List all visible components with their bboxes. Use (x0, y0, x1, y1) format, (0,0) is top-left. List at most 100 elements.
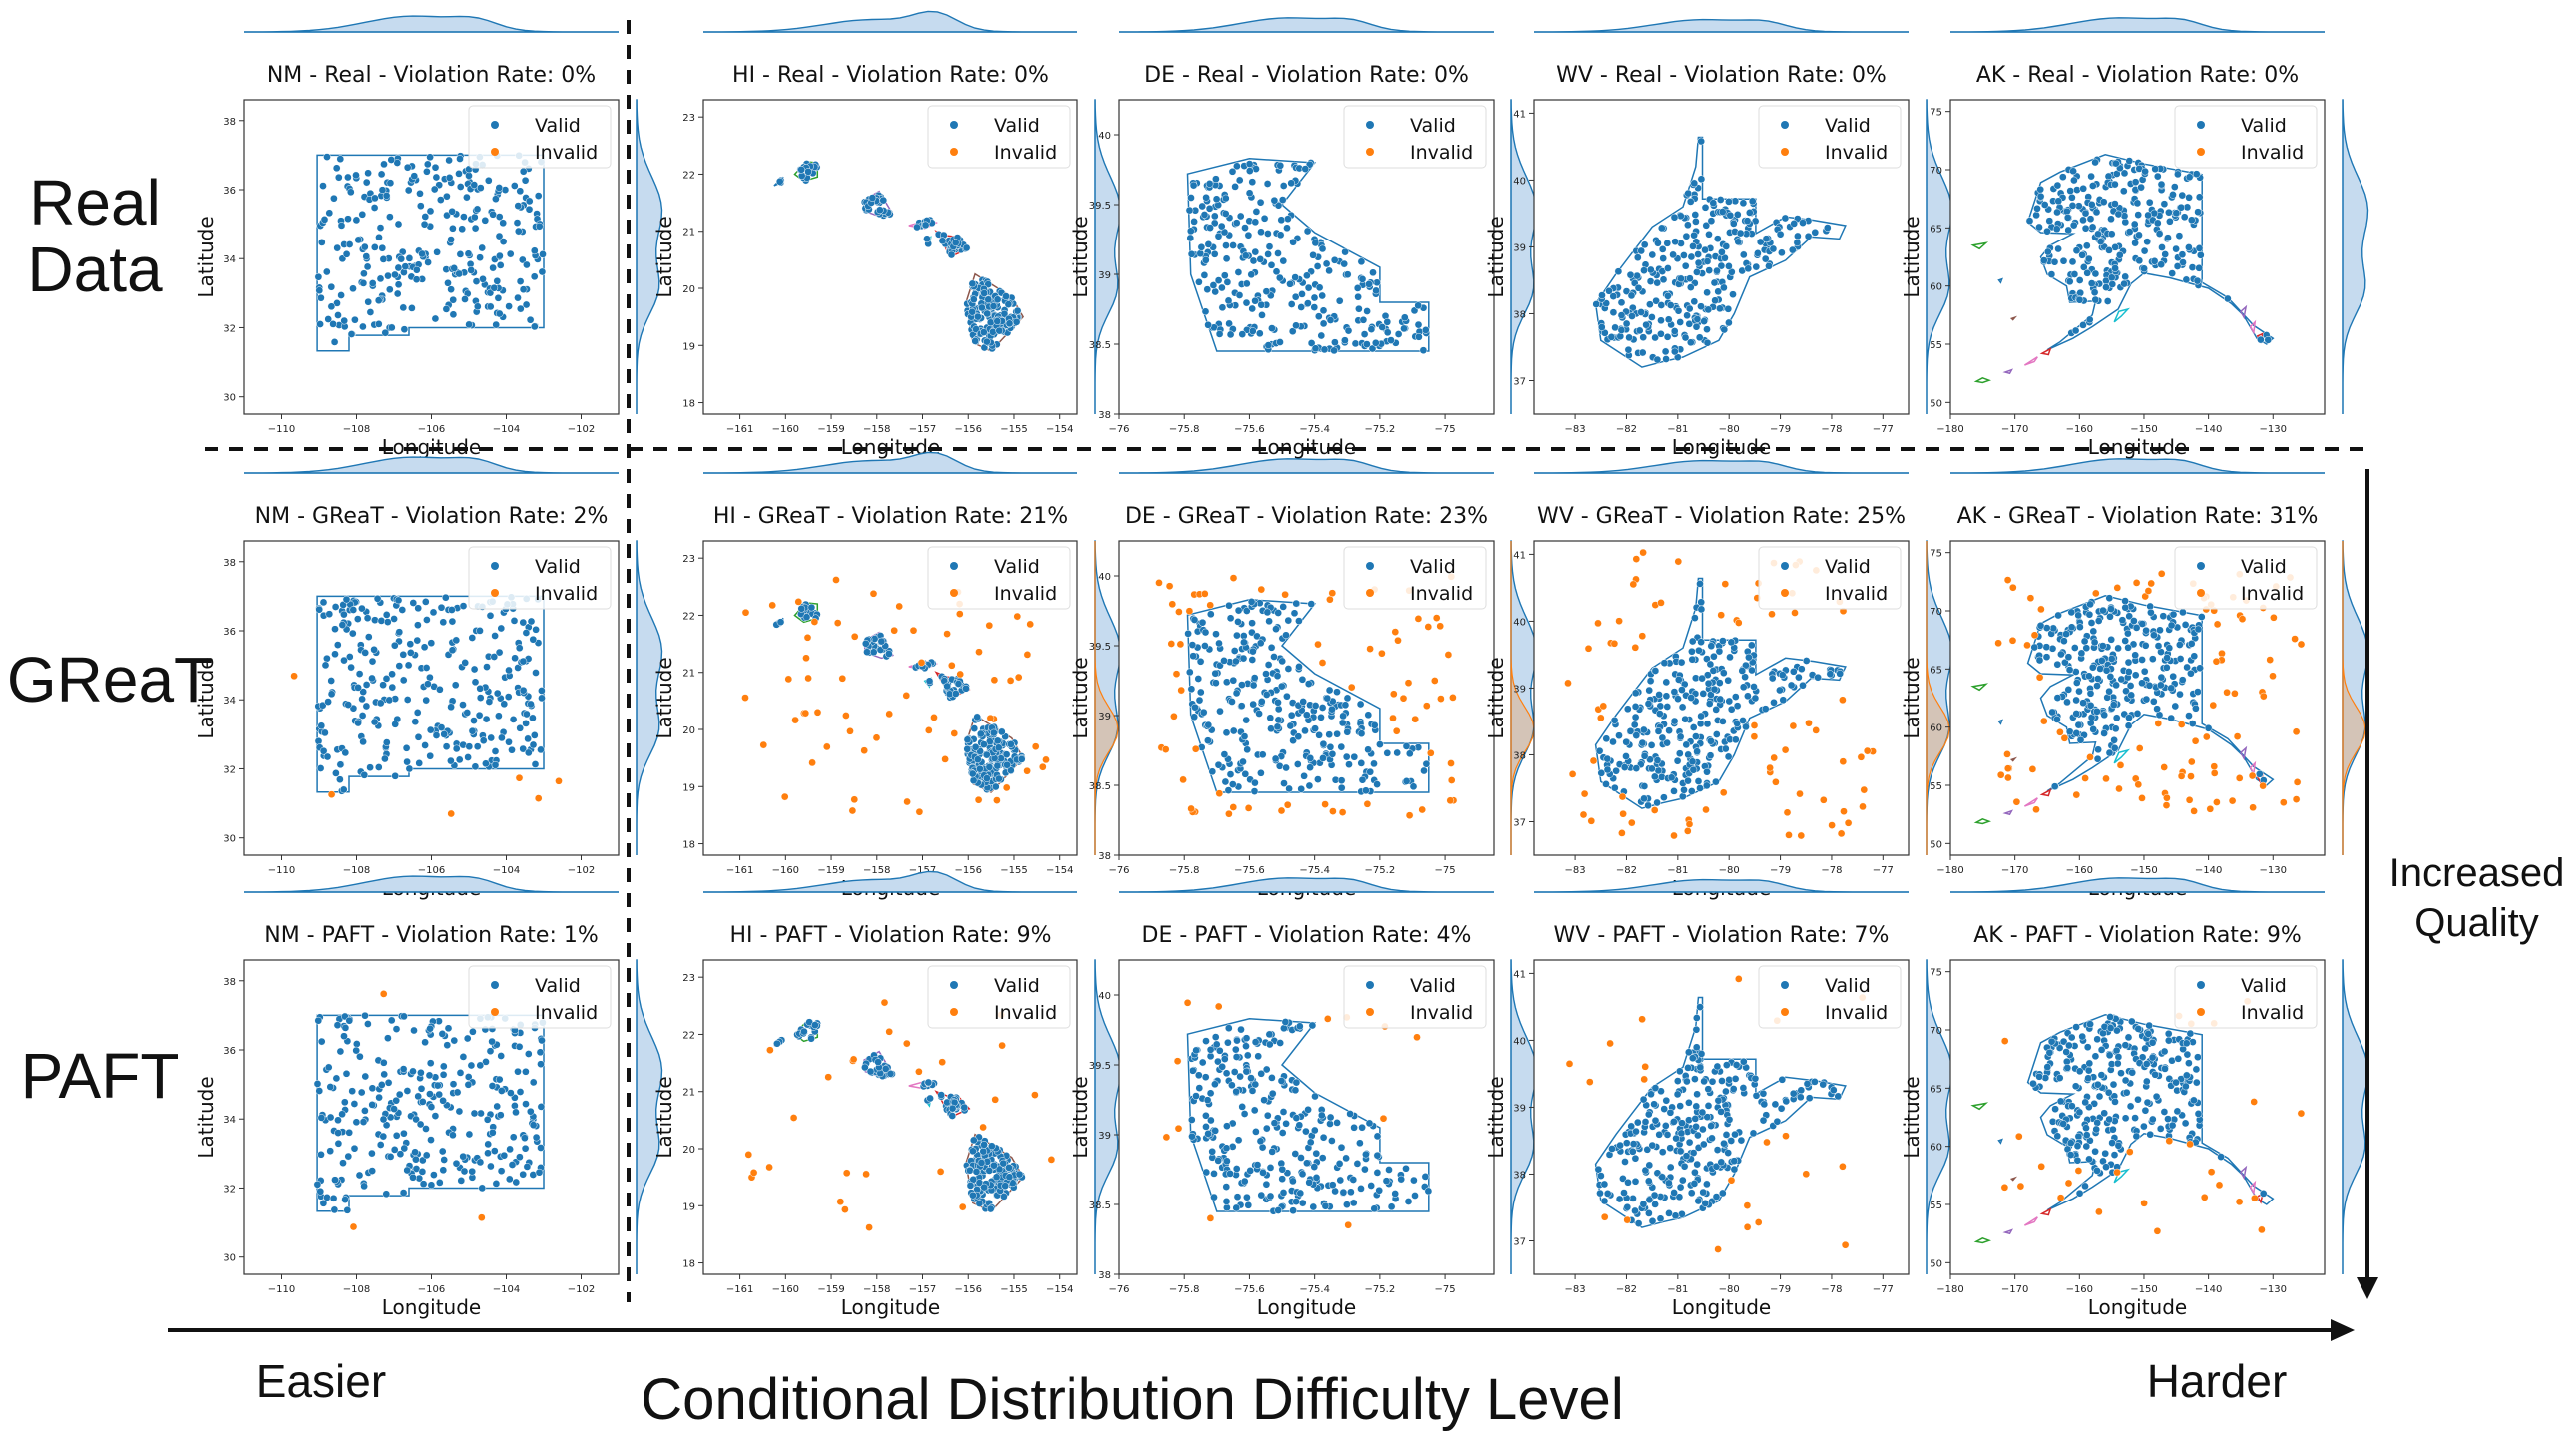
valid-point (925, 677, 934, 686)
valid-point (1402, 1164, 1410, 1173)
valid-point (1661, 1122, 1670, 1130)
invalid-point (1225, 809, 1233, 818)
valid-point (1655, 710, 1664, 718)
valid-point (1212, 630, 1220, 639)
invalid-point (1564, 679, 1572, 688)
valid-point (874, 1058, 882, 1066)
invalid-point (1596, 714, 1605, 722)
invalid-point (2037, 605, 2045, 614)
valid-point (452, 744, 461, 753)
valid-point (1662, 678, 1671, 687)
valid-point (1310, 1126, 1319, 1135)
valid-point (1708, 1134, 1716, 1143)
valid-point (430, 185, 439, 194)
valid-point (1705, 230, 1713, 239)
x-tick-label: −150 (2130, 865, 2157, 876)
valid-point (1335, 1160, 1344, 1168)
y-tick-label: 21 (682, 228, 695, 239)
valid-point (1239, 654, 1248, 663)
valid-point (2045, 217, 2054, 226)
legend-invalid-marker (1366, 1008, 1374, 1016)
legend-box (927, 105, 1071, 169)
invalid-point (1750, 721, 1759, 729)
panel-ak-real: AK - Real - Violation Rate: 0%−180 −170 −1… (1900, 17, 2369, 459)
y-tick-label: 39.5 (1089, 201, 1111, 212)
valid-point (2131, 651, 2140, 660)
valid-point (1264, 341, 1273, 349)
valid-point (1270, 653, 1278, 661)
valid-point (1689, 242, 1697, 250)
valid-point (324, 315, 333, 323)
valid-point (1759, 1089, 1768, 1098)
valid-point (1694, 258, 1703, 267)
valid-point (1206, 1052, 1215, 1061)
valid-point (2264, 335, 2273, 344)
valid-point (394, 220, 403, 229)
valid-point (1638, 348, 1647, 357)
y-tick-label: 38 (1098, 1270, 1111, 1281)
invalid-point (986, 714, 995, 722)
valid-point (1305, 781, 1314, 790)
valid-point (1303, 1159, 1311, 1168)
invalid-point (2008, 636, 2017, 645)
valid-point (421, 598, 430, 606)
valid-point (1357, 257, 1366, 266)
valid-point (344, 215, 352, 224)
y-tick-label: 40 (1098, 572, 1111, 583)
valid-point (1264, 230, 1272, 238)
invalid-point (1038, 762, 1047, 771)
valid-point (1338, 719, 1347, 727)
valid-point (1653, 798, 1661, 807)
invalid-point (810, 618, 819, 626)
valid-point (1811, 1078, 1819, 1086)
invalid-point (1405, 811, 1414, 820)
valid-point (1208, 1147, 1217, 1156)
valid-point (426, 673, 434, 682)
panel-title: DE - Real - Violation Rate: 0% (1144, 63, 1469, 88)
valid-point (2107, 273, 2116, 282)
valid-point (464, 249, 473, 258)
valid-point (505, 1175, 514, 1184)
valid-point (971, 742, 980, 751)
valid-point (1328, 705, 1336, 714)
legend-invalid-marker (1781, 148, 1789, 156)
valid-point (1387, 336, 1395, 344)
valid-point (1188, 641, 1197, 649)
valid-point (1700, 317, 1708, 325)
valid-point (2130, 220, 2139, 229)
valid-point (2064, 653, 2073, 662)
invalid-point (979, 1123, 987, 1132)
valid-point (1659, 275, 1668, 284)
valid-point (1782, 1097, 1791, 1106)
valid-point (1242, 298, 1251, 307)
valid-point (401, 262, 410, 271)
valid-point (1221, 194, 1230, 203)
valid-point (414, 604, 423, 613)
valid-point (976, 729, 985, 738)
valid-point (1371, 338, 1380, 347)
valid-point (1187, 249, 1196, 258)
valid-point (522, 629, 531, 637)
invalid-point (2269, 672, 2277, 681)
valid-point (954, 680, 963, 688)
valid-point (2187, 640, 2196, 648)
valid-point (1210, 212, 1219, 221)
valid-point (2107, 605, 2115, 613)
valid-point (1207, 1116, 1215, 1125)
valid-point (334, 173, 343, 182)
valid-point (1189, 652, 1198, 661)
invalid-point (2026, 594, 2035, 603)
invalid-point (1721, 580, 1730, 588)
valid-point (948, 1112, 957, 1120)
valid-point (357, 1088, 366, 1097)
invalid-point (902, 1039, 911, 1048)
invalid-point (1599, 702, 1608, 711)
valid-point (1234, 618, 1242, 626)
valid-point (490, 283, 499, 292)
valid-point (1211, 1127, 1220, 1135)
y-axis-label: Latitude (1484, 216, 1507, 297)
x-tick-label: −81 (1667, 424, 1688, 435)
valid-point (2053, 208, 2061, 217)
valid-point (368, 674, 376, 683)
valid-point (1342, 752, 1351, 761)
